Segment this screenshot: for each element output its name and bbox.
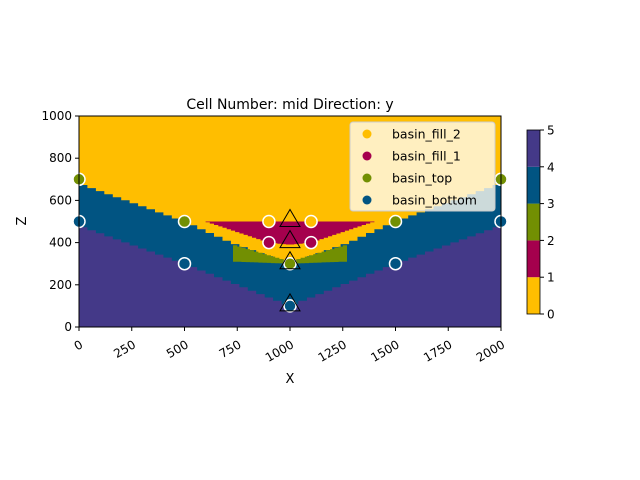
colorbar-tick-label: 5 [547, 124, 555, 138]
surface-point-basin-bottom [177, 256, 192, 271]
y-tick-label: 800 [49, 151, 72, 165]
legend-label-basin-fill-2: basin_fill_2 [392, 127, 461, 142]
layer-basin-top [233, 245, 347, 264]
chart-title: Cell Number: mid Direction: y [186, 97, 393, 113]
colorbar-segment [527, 240, 540, 278]
colorbar-segment [527, 166, 540, 204]
colorbar-frame [526, 129, 541, 315]
colorbar-tick-label: 4 [547, 160, 555, 174]
legend-label-basin-fill-1: basin_fill_1 [392, 149, 461, 164]
orientation-marker [279, 208, 301, 227]
y-tick-label: 0 [64, 320, 72, 334]
legend-marker-basin-bottom [362, 195, 372, 205]
colorbar-segment [527, 277, 540, 314]
y-axis: 0 200 400 600 800 1000 [41, 109, 79, 334]
surface-point-basin-top [283, 256, 297, 271]
layer-basin-fill-1 [205, 221, 375, 245]
x-axis-label: X [286, 372, 295, 387]
orientation-marker [279, 292, 301, 312]
colorbar-tick-label: 2 [547, 234, 555, 248]
legend-box [349, 121, 496, 212]
y-axis-label: Z [15, 216, 30, 225]
surface-point-basin-top [177, 214, 192, 229]
surface-point-basin-fill-1 [262, 235, 276, 250]
colorbar-tick-label: 3 [547, 197, 555, 211]
legend-marker-basin-fill-1 [362, 151, 372, 161]
layer-basement [79, 227, 501, 327]
colorbar-segment [527, 203, 540, 241]
y-tick-label: 200 [49, 278, 72, 292]
surface-point-basin-bottom [388, 256, 403, 271]
surface-point-basin-fill-1 [304, 235, 318, 250]
markers-layer [72, 172, 508, 313]
orientation-marker [279, 229, 301, 249]
colorbar: 0 1 2 3 4 5 [526, 124, 555, 322]
legend-label-basin-top: basin_top [392, 171, 452, 186]
legend-marker-basin-top [362, 173, 372, 183]
y-tick-label: 400 [49, 236, 72, 250]
colorbar-tick-label: 1 [547, 271, 555, 285]
surface-point-basin-fill-2 [262, 214, 276, 229]
colorbar-tick-label: 0 [547, 308, 555, 322]
surface-point-basin-top [388, 214, 403, 229]
colorbar-segment [527, 130, 540, 167]
surface-point-basin-bottom [283, 299, 297, 313]
surface-point-basin-fill-2 [304, 214, 318, 229]
legend-entries: basin_fill_2 basin_fill_1 basin_top basin_b… [362, 127, 477, 208]
y-tick-label: 600 [49, 193, 72, 207]
legend-label-basin-bottom: basin_bottom [392, 193, 477, 208]
orientation-marker [279, 250, 301, 270]
legend: basin_fill_2 basin_fill_1 basin_top basin_b… [349, 121, 496, 212]
y-tick-label: 1000 [41, 109, 72, 123]
legend-marker-basin-fill-2 [362, 129, 372, 139]
